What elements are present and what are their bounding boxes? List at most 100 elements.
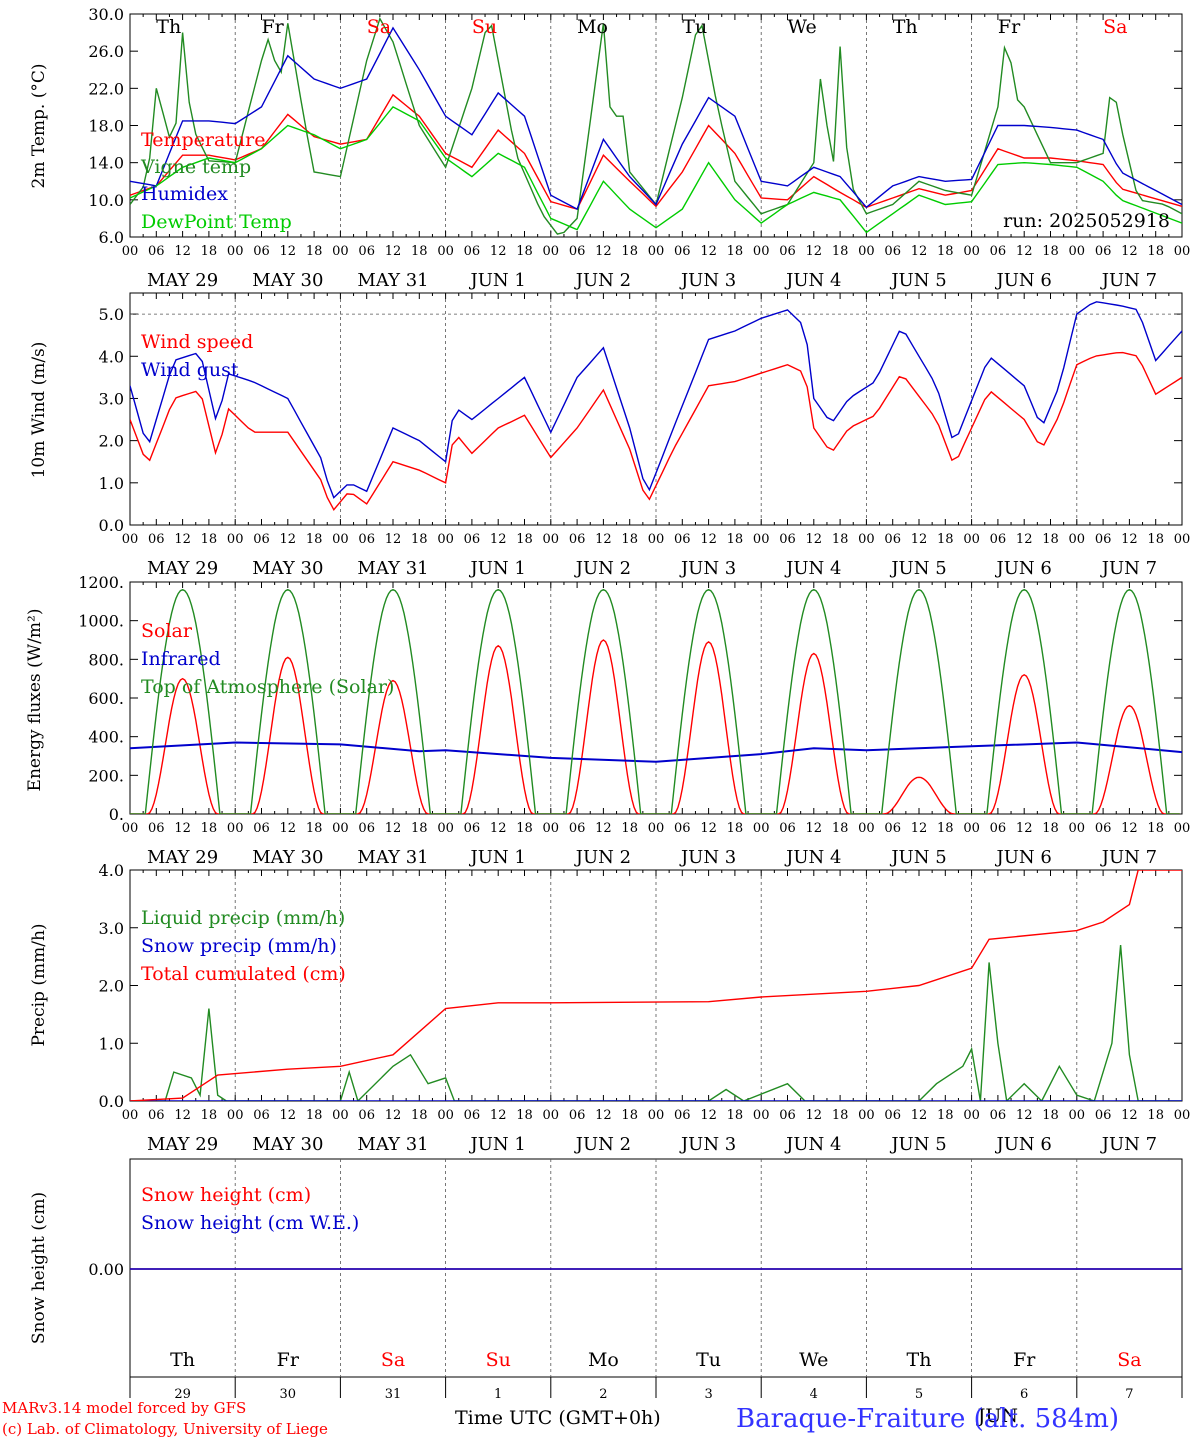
hour-label: 00: [332, 532, 349, 547]
hour-label: 00: [227, 532, 244, 547]
weekday-label: Tu: [696, 1349, 721, 1371]
series-line-total-cumulated-cm: [130, 870, 1182, 1101]
hour-label: 00: [227, 821, 244, 836]
hour-label: 00: [963, 821, 980, 836]
hour-label: 00: [1069, 821, 1086, 836]
y-axis-label: 10m Wind (m/s): [29, 342, 49, 479]
hour-label: 00: [543, 1108, 560, 1123]
hour-label: 12: [700, 1108, 717, 1123]
hour-label: 00: [1174, 821, 1191, 836]
hour-label: 12: [174, 244, 191, 259]
hour-label: 06: [990, 1108, 1007, 1123]
y-axis-label: Snow height (cm): [29, 1192, 49, 1344]
y-tick-label: 2.0: [99, 977, 124, 996]
day-number: 7: [1125, 1387, 1133, 1402]
date-label: JUN 1: [469, 270, 526, 291]
hour-label: 00: [753, 532, 770, 547]
hour-label: 06: [674, 1108, 691, 1123]
hour-label: 00: [963, 244, 980, 259]
hour-label: 06: [569, 532, 586, 547]
run-label: run: 2025052918: [1003, 210, 1170, 232]
hour-label: 12: [280, 821, 297, 836]
hour-label: 12: [280, 532, 297, 547]
date-label: MAY 31: [357, 847, 428, 868]
hour-label: 06: [358, 532, 375, 547]
hour-label: 06: [569, 821, 586, 836]
hour-label: 00: [1069, 244, 1086, 259]
y-axis-label: Precip (mm/h): [29, 923, 49, 1046]
date-label: MAY 30: [252, 847, 323, 868]
hour-label: 00: [648, 244, 665, 259]
date-label: JUN 2: [574, 1134, 631, 1155]
hour-label: 00: [963, 1108, 980, 1123]
y-tick-label: 0.0: [99, 1092, 124, 1111]
date-label: JUN 3: [679, 558, 736, 579]
date-label: MAY 30: [252, 270, 323, 291]
legend-wind-gust: Wind gust: [141, 359, 239, 381]
date-label: MAY 31: [357, 558, 428, 579]
weekday-label: Th: [893, 16, 918, 38]
hour-label: 00: [1174, 244, 1191, 259]
hour-label: 18: [1042, 821, 1059, 836]
date-label: JUN 2: [574, 847, 631, 868]
hour-label: 00: [1069, 1108, 1086, 1123]
weekday-label: Fr: [262, 16, 285, 38]
hour-label: 00: [648, 821, 665, 836]
hour-label: 12: [490, 1108, 507, 1123]
y-tick-label: 1.0: [99, 474, 124, 493]
hour-label: 12: [1016, 532, 1033, 547]
date-label: MAY 30: [252, 558, 323, 579]
hour-label: 06: [1095, 821, 1112, 836]
hour-label: 18: [1147, 1108, 1164, 1123]
hour-label: 12: [595, 244, 612, 259]
hour-label: 12: [385, 244, 402, 259]
hour-label: 00: [963, 532, 980, 547]
hour-label: 00: [1174, 1108, 1191, 1123]
hour-label: 06: [358, 821, 375, 836]
hour-label: 18: [411, 1108, 428, 1123]
hour-label: 12: [490, 532, 507, 547]
date-label: JUN 3: [679, 270, 736, 291]
hour-label: 06: [253, 244, 270, 259]
plot-area: [130, 16, 1182, 235]
date-label: JUN 4: [784, 270, 841, 291]
date-label: JUN 5: [889, 1134, 946, 1155]
y-tick-label: 3.0: [99, 919, 124, 938]
weekday-label: Sa: [381, 1349, 405, 1371]
y-tick-label: 2.0: [99, 432, 124, 451]
weekday-label: Su: [486, 1349, 511, 1371]
hour-label: 06: [990, 244, 1007, 259]
day-number: 31: [385, 1387, 402, 1402]
weekday-label: Th: [156, 16, 181, 38]
hour-label: 18: [201, 532, 218, 547]
date-label: JUN 4: [784, 558, 841, 579]
date-label: JUN 5: [889, 270, 946, 291]
y-axis-label: 2m Temp. (°C): [29, 63, 49, 188]
hour-label: 18: [411, 244, 428, 259]
hour-label: 06: [253, 1108, 270, 1123]
hour-label: 00: [543, 532, 560, 547]
weekday-label: Su: [472, 16, 497, 38]
day-number: 3: [704, 1387, 712, 1402]
hour-label: 12: [385, 1108, 402, 1123]
date-label: JUN 7: [1100, 558, 1157, 579]
hour-label: 00: [227, 1108, 244, 1123]
y-tick-label: 22.0: [88, 79, 124, 98]
hour-label: 18: [621, 532, 638, 547]
day-number: 5: [915, 1387, 923, 1402]
hour-label: 00: [122, 1108, 139, 1123]
date-label: MAY 29: [147, 270, 218, 291]
hour-label: 12: [700, 244, 717, 259]
date-label: JUN 1: [469, 1134, 526, 1155]
month-label: JUN: [976, 1405, 1018, 1427]
hour-label: 18: [1147, 821, 1164, 836]
hour-label: 06: [148, 821, 165, 836]
hour-label: 12: [911, 532, 928, 547]
hour-label: 12: [280, 1108, 297, 1123]
footer-model: MARv3.14 model forced by GFS: [2, 1399, 246, 1417]
hour-label: 06: [779, 1108, 796, 1123]
hour-label: 18: [621, 1108, 638, 1123]
hour-label: 06: [779, 244, 796, 259]
hour-label: 18: [516, 821, 533, 836]
y-tick-label: 0.00: [88, 1260, 124, 1279]
